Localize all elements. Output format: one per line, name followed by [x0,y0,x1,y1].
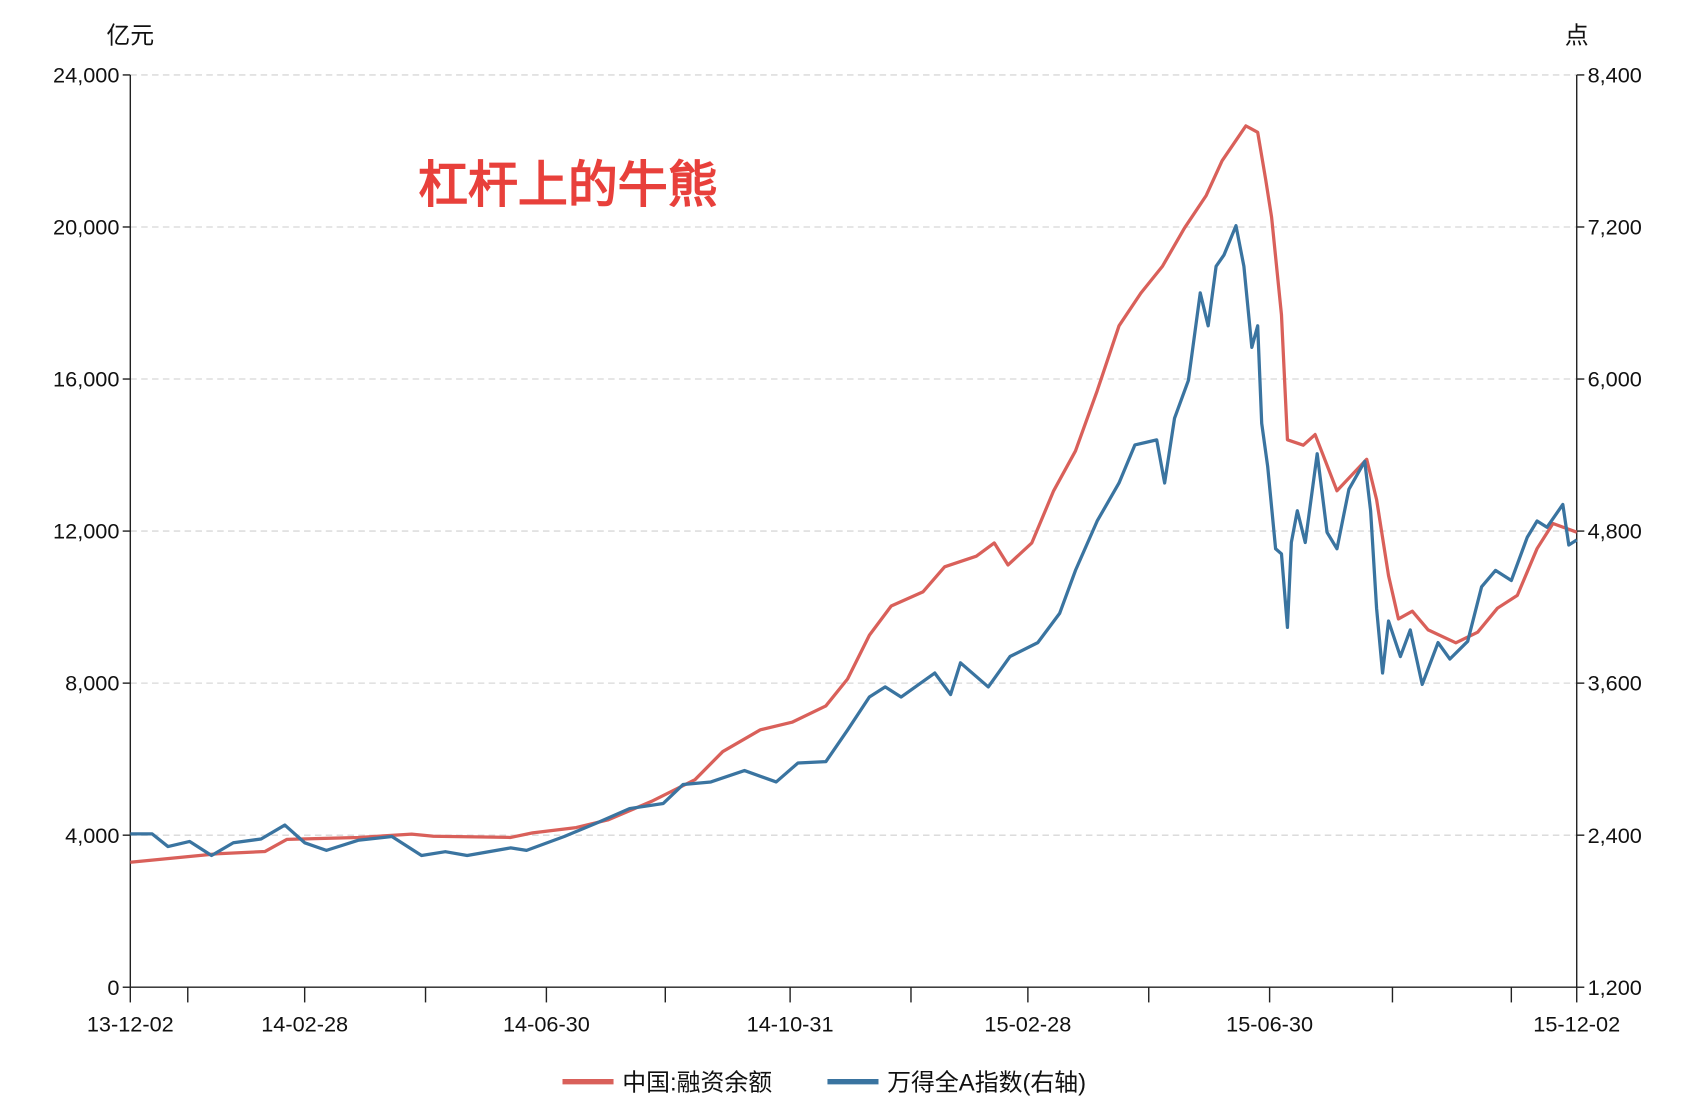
x-tick-label: 15-12-02 [1533,1012,1620,1037]
x-tick-label: 14-02-28 [261,1012,348,1037]
legend-label-wind-a-index: 万得全A指数(右轴) [887,1069,1086,1096]
left-tick-label: 20,000 [53,215,119,240]
series-lines [130,124,1578,864]
grid-lines [130,74,1577,836]
x-tick-label: 15-02-28 [984,1012,1071,1037]
left-tick-label: 8,000 [65,671,119,696]
x-tick-label: 15-06-30 [1226,1012,1313,1037]
right-tick-label: 6,000 [1588,367,1642,392]
right-tick-label: 4,800 [1588,519,1642,544]
right-axis-unit: 点 [1565,22,1589,49]
right-tick-label: 7,200 [1588,215,1642,240]
x-tick-label: 14-06-30 [503,1012,590,1037]
right-tick-label: 1,200 [1588,975,1642,1000]
left-tick-label: 24,000 [53,63,119,88]
left-tick-label: 16,000 [53,367,119,392]
series-line-wind-a-index [130,224,1578,858]
chart-title: 杠杆上的牛熊 [418,157,718,213]
right-tick-label: 2,400 [1588,823,1642,848]
series-line-margin-balance [130,124,1578,864]
left-tick-label: 4,000 [65,823,119,848]
legend-label-margin-balance: 中国:融资余额 [622,1069,772,1096]
left-axis-unit: 亿元 [106,22,154,49]
left-tick-label: 0 [107,975,119,1000]
legend: 中国:融资余额 万得全A指数(右轴) [562,1069,1086,1096]
x-tick-label: 14-10-31 [747,1012,834,1037]
left-tick-label: 12,000 [53,519,119,544]
right-tick-label: 3,600 [1588,671,1642,696]
axes: 0 4,000 8,000 12,000 16,000 20,000 24,000 1,200… [53,63,1642,1037]
right-tick-label: 8,400 [1588,63,1642,88]
x-tick-label: 13-12-02 [87,1012,174,1037]
